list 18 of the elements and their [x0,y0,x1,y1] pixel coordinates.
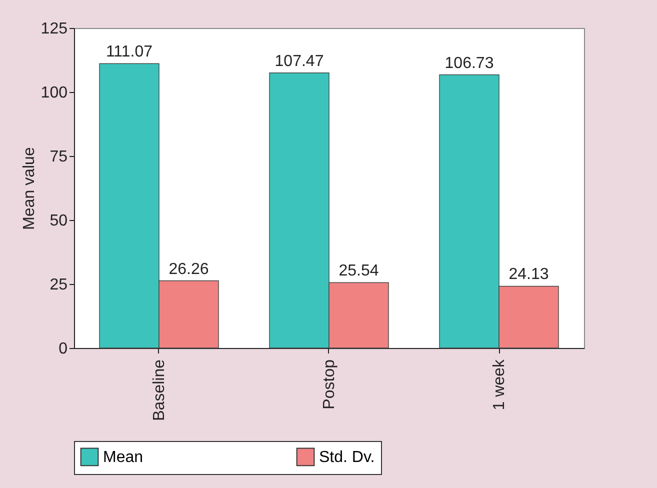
legend-label: Std. Dv. [319,448,375,466]
x-tick-label: 1 week [491,358,508,410]
data-label: 111.07 [106,44,153,61]
data-label: 107.47 [274,52,324,70]
y-tick-label: 50 [50,212,68,230]
data-label: 26.26 [168,260,209,278]
y-axis-title: Mean value [20,147,38,230]
legend-label: Mean [103,448,144,466]
data-label: 24.13 [508,266,549,284]
data-label: 106.73 [444,54,494,72]
y-tick-label: 75 [50,148,68,166]
y-tick-label: 125 [40,20,68,38]
y-tick-label: 100 [40,84,68,102]
x-tick-label: Postop [321,359,338,410]
data-label: 25.54 [338,262,379,280]
y-tick-label: 25 [50,276,68,294]
x-tick-label: Baseline [151,359,168,421]
y-tick-label: 0 [58,340,68,358]
